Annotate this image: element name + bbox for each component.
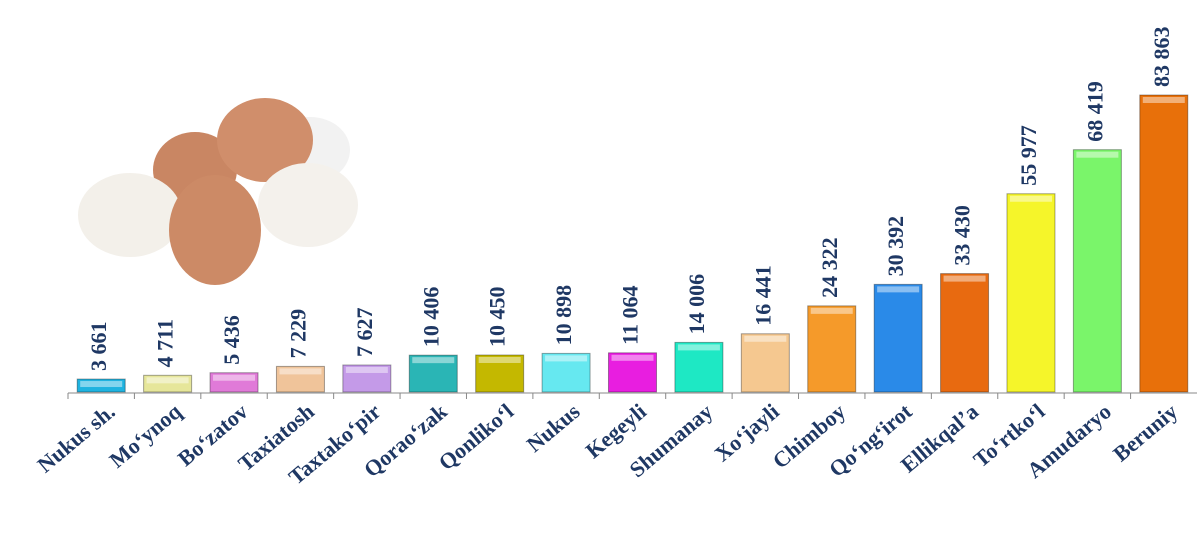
bar-highlight xyxy=(611,354,654,361)
bar-highlight xyxy=(677,344,720,351)
value-label: 10 898 xyxy=(551,285,576,346)
bar xyxy=(475,354,525,393)
egg-photo xyxy=(68,72,548,355)
value-label: 33 430 xyxy=(950,205,975,266)
bar-highlight xyxy=(478,356,521,363)
x-tick-label: Qonliko‘l xyxy=(434,399,518,476)
bar-highlight xyxy=(877,286,920,293)
bar-highlight xyxy=(943,275,986,282)
bar xyxy=(408,354,458,393)
value-label: 24 322 xyxy=(817,237,842,298)
bar-highlight xyxy=(279,368,322,375)
x-tick-label: Mo‘ynoq xyxy=(104,398,186,473)
bar xyxy=(740,333,790,393)
x-tick-label: Beruniy xyxy=(1108,399,1182,467)
bar xyxy=(76,378,126,393)
bar-highlight xyxy=(1142,97,1185,103)
value-label: 14 006 xyxy=(684,274,709,335)
bar xyxy=(674,341,724,393)
bar-highlight xyxy=(345,366,388,373)
bar-highlight xyxy=(80,381,123,388)
bar xyxy=(807,305,857,393)
bar xyxy=(143,374,193,393)
bar-highlight xyxy=(810,307,853,314)
bar-highlight xyxy=(545,355,588,362)
value-label: 55 977 xyxy=(1016,125,1041,186)
value-label: 10 450 xyxy=(485,286,510,347)
bar xyxy=(1139,94,1189,393)
value-label: 5 436 xyxy=(219,315,244,365)
x-tick-label: Nukus sh. xyxy=(32,399,119,478)
bar-highlight xyxy=(213,374,256,381)
bar-highlight xyxy=(1009,195,1052,202)
bar xyxy=(541,352,591,393)
bar xyxy=(940,273,990,393)
value-label: 7 627 xyxy=(352,307,377,357)
value-label: 3 661 xyxy=(86,322,111,372)
x-tick-label: Nukus xyxy=(522,398,585,457)
bar xyxy=(1072,149,1122,393)
bar xyxy=(209,372,259,393)
bar-highlight xyxy=(146,377,189,384)
value-label: 68 419 xyxy=(1082,81,1107,142)
bar xyxy=(275,365,325,393)
value-label: 11 064 xyxy=(618,286,643,345)
bar xyxy=(873,283,923,393)
value-label: 83 863 xyxy=(1149,27,1174,88)
value-label: 4 711 xyxy=(153,319,178,367)
bar-highlight xyxy=(744,335,787,342)
value-label: 16 441 xyxy=(750,265,775,326)
bar xyxy=(1006,193,1056,393)
bar xyxy=(342,364,392,393)
bar xyxy=(608,352,657,393)
value-label: 7 229 xyxy=(285,309,310,359)
value-label: 10 406 xyxy=(418,287,443,348)
bar-highlight xyxy=(412,357,455,364)
value-label: 30 392 xyxy=(883,216,908,277)
bar-highlight xyxy=(1076,151,1119,158)
